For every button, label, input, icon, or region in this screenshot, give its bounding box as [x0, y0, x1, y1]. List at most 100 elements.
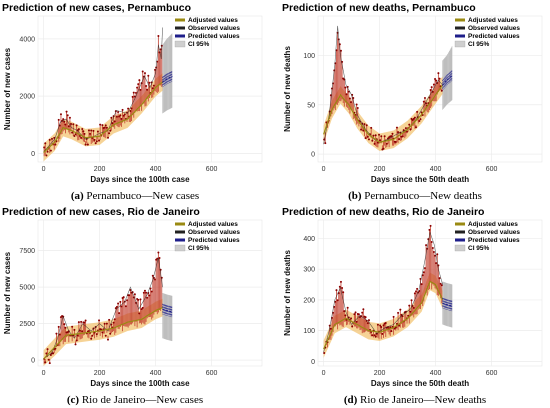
x-tick-label: 400: [150, 370, 162, 377]
observed-point: [399, 308, 402, 311]
observed-point: [432, 83, 435, 86]
observed-line: [43, 257, 163, 359]
legend-label: Observed values: [468, 25, 520, 32]
observed-point: [117, 302, 120, 305]
caption-c-letter: (c): [66, 394, 80, 406]
observed-point: [418, 120, 421, 123]
observed-point: [112, 321, 115, 324]
observed-point: [384, 321, 387, 324]
observed-point: [145, 291, 148, 294]
observed-point: [398, 138, 401, 141]
observed-point: [44, 142, 47, 145]
legend-swatch: [455, 26, 465, 30]
y-tick-label: 7500: [19, 248, 35, 255]
observed-point: [413, 116, 416, 119]
observed-point: [371, 139, 374, 142]
observed-point: [142, 291, 145, 294]
observed-point: [132, 91, 135, 94]
observed-point: [350, 317, 353, 320]
observed-point: [84, 143, 87, 146]
observed-point: [110, 116, 113, 119]
observed-point: [404, 127, 407, 130]
observed-point: [49, 354, 52, 357]
y-tick-label: 100: [303, 53, 315, 60]
observed-point: [120, 117, 123, 120]
observed-point: [415, 290, 417, 293]
observed-point: [392, 315, 395, 318]
observed-point: [343, 310, 346, 313]
observed-point: [113, 318, 116, 321]
observed-point: [409, 128, 412, 131]
legend-label: CI 95%: [188, 41, 210, 48]
x-tick-label: 0: [322, 166, 326, 173]
y-tick-label: 2500: [19, 321, 35, 328]
legend-label: Adjusted values: [188, 221, 238, 228]
x-tick-label: 600: [486, 166, 498, 173]
legend-swatch: [175, 230, 185, 234]
legend-swatch: [175, 222, 185, 226]
adjusted-line: [43, 81, 163, 153]
observed-point: [374, 335, 377, 338]
observed-point: [83, 321, 86, 324]
y-tick-label: 400: [303, 236, 315, 243]
observed-point: [138, 79, 141, 82]
observed-point: [366, 322, 369, 325]
chart-a: 0 2000 4000 0 200 400 600 Prediction of new cas…: [2, 2, 263, 184]
observed-point: [423, 267, 426, 270]
observed-point: [344, 86, 347, 89]
observed-point: [87, 129, 90, 132]
observed-point: [49, 149, 52, 152]
observed-point: [344, 314, 347, 317]
observed-point: [379, 324, 382, 327]
observed-point: [360, 128, 363, 131]
y-tick-label: 5000: [19, 285, 35, 292]
caption-b: (b) Pernambuco—New deaths: [280, 190, 550, 202]
observed-point: [75, 339, 78, 342]
observed-point: [136, 86, 139, 89]
observed-point: [380, 135, 383, 138]
observed-point: [67, 125, 70, 128]
observed-point: [367, 138, 370, 141]
observed-point: [103, 126, 106, 129]
chart-d: 0 100 200 300 400 0 200 400 600 Prediction of new…: [282, 206, 543, 388]
observed-point: [92, 129, 95, 132]
legend-label: Adjusted values: [468, 17, 518, 24]
observed-point: [335, 289, 338, 292]
adjusted-band: [323, 76, 443, 152]
observed-point: [390, 135, 393, 138]
observed-point: [108, 318, 111, 321]
x-tick-label: 0: [42, 166, 46, 173]
chart-c: 0 2500 5000 7500 0 200 400 600 Prediction of new…: [2, 206, 263, 388]
x-tick-label: 200: [374, 166, 386, 173]
observed-point: [59, 113, 62, 116]
legend-label: Predicted values: [188, 33, 240, 40]
observed-point: [98, 319, 101, 322]
x-axis-label: Days since the 100th case: [90, 379, 190, 388]
legend-swatch: [175, 18, 185, 22]
legend-label: CI 95%: [188, 245, 210, 252]
observed-point: [341, 286, 344, 289]
chart-title: Prediction of new cases, Rio de Janeiro: [2, 206, 200, 218]
observed-point: [362, 129, 365, 132]
observed-point: [64, 123, 67, 126]
chart-title: Prediction of new deaths, Pernambuco: [282, 2, 476, 14]
observed-point: [120, 305, 123, 308]
plot-area: [317, 15, 543, 163]
x-axis-label: Days since the 50th death: [371, 379, 469, 388]
panel-b: 0 50 100 0 200 400 600 Prediction of new deaths…: [280, 0, 550, 204]
observed-point: [366, 135, 369, 138]
observed-point: [46, 348, 49, 351]
observed-point: [54, 143, 57, 146]
x-tick-label: 200: [94, 166, 106, 173]
observed-point: [57, 325, 60, 328]
observed-point: [151, 274, 154, 277]
legend-swatch: [175, 238, 185, 242]
observed-point: [80, 320, 83, 323]
observed-point: [107, 136, 109, 139]
panel-d: 0 100 200 300 400 0 200 400 600 Prediction of new…: [280, 204, 550, 408]
adjusted-band: [43, 73, 163, 162]
observed-point: [439, 282, 442, 285]
plot-area: [317, 219, 543, 367]
caption-d-text: Rio de Janeiro—New deaths: [357, 394, 487, 406]
observed-point: [95, 140, 98, 143]
